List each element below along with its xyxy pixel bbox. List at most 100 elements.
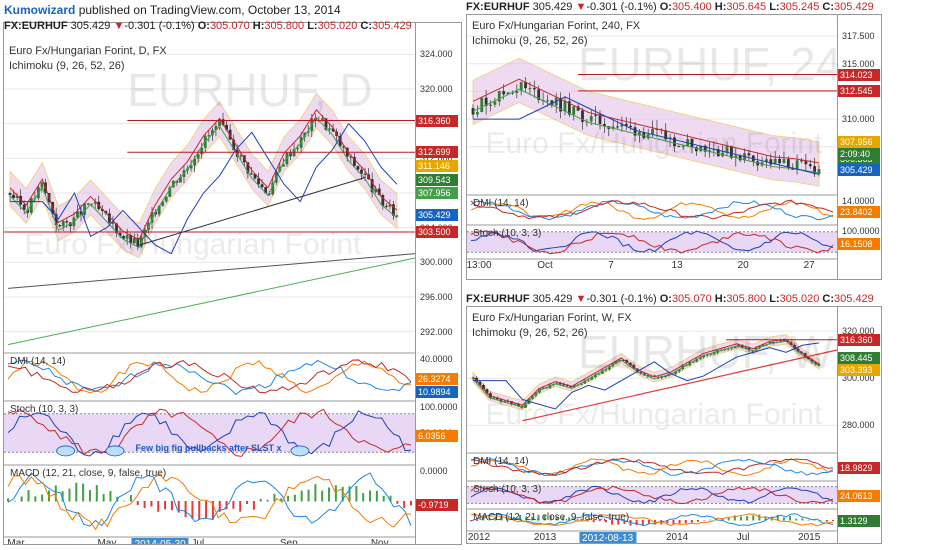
macd-histogram-bar [776, 514, 779, 521]
candle-body [22, 204, 26, 210]
chart-title: Euro Fx/Hungarian Forint, D, FX [9, 45, 167, 57]
macd-histogram-bar [752, 515, 755, 521]
price-tag: 307.956 [838, 135, 880, 148]
candle-body [8, 193, 12, 195]
candle-body [475, 377, 478, 382]
header-close: 305.429 [834, 1, 874, 13]
macd-histogram-bar [410, 501, 412, 506]
macd-histogram-bar [341, 486, 344, 502]
candle-body [638, 132, 641, 136]
candle-body [621, 359, 625, 361]
candle-body [694, 147, 698, 152]
candle-body [374, 188, 378, 193]
time-tick: 2014 [665, 532, 689, 543]
candle-body [86, 203, 90, 205]
macd-histogram-bar [143, 501, 146, 509]
candle-body [572, 106, 576, 115]
candle-body [492, 397, 496, 399]
price-tick: 280.000 [842, 420, 875, 431]
candle-body [484, 97, 488, 106]
candle-body [691, 361, 695, 363]
candle-body [257, 178, 260, 185]
candle-body [519, 82, 523, 91]
candle-body [567, 101, 571, 115]
study-label: Ichimoku (9, 26, 52, 26) [472, 35, 588, 47]
candle-body [482, 385, 485, 390]
candle-body [61, 221, 65, 227]
price-tag: 316.360 [838, 333, 880, 346]
chart-panel-daily[interactable]: EURHUF, D Euro Fx/Hungarian Forint Euro Fx… [3, 22, 462, 545]
candle-body [734, 155, 738, 158]
macd-histogram-bar [170, 501, 173, 511]
macd-histogram-bar [562, 517, 565, 521]
stoch-tag: 24.0613 [838, 490, 880, 503]
time-tick: 27 [803, 260, 815, 271]
macd-histogram-bar [246, 501, 249, 504]
price-tag: 312.699 [416, 146, 458, 159]
price-tag: 311.146 [416, 159, 458, 172]
macd-histogram-bar [488, 518, 491, 521]
quote-header: FX:EURHUF 305.429 ▼-0.301 (-0.1%) O:305.… [466, 1, 874, 13]
macd-histogram-bar [334, 485, 337, 502]
price-tag: 305.429 [416, 209, 458, 222]
candle-body [558, 383, 562, 385]
header-close: 305.429 [834, 293, 874, 305]
dmi-label: DMI (14, 14) [473, 456, 529, 467]
publisher-user[interactable]: Kumowizard [4, 3, 76, 17]
candle-body [193, 158, 197, 166]
time-tick: Jul [191, 538, 205, 545]
candle-body [296, 147, 299, 150]
candle-body [342, 146, 346, 148]
header-change: -0.301 (-0.1%) [124, 20, 198, 32]
candle-body [260, 184, 264, 188]
macd-histogram-bar [205, 501, 208, 519]
price-tick: 320.000 [842, 326, 875, 337]
time-cursor-label: 2012-08-13 [579, 532, 637, 543]
candle-body [642, 132, 646, 139]
chart-canvas[interactable] [467, 307, 882, 544]
macd-histogram-bar [647, 520, 650, 524]
macd-label: MACD (12, 21, close, 9, false, true) [473, 512, 630, 523]
trendline-red [522, 349, 838, 422]
price-tag: 303.500 [416, 226, 458, 238]
price-axis: 317.500315.000312.500310.000307.500314.0… [837, 15, 881, 279]
dmi-line [7, 359, 412, 396]
candle-body [559, 97, 562, 112]
macd-histogram-bar [280, 498, 283, 502]
header-open: 305.070 [671, 293, 715, 305]
candle-body [782, 340, 786, 342]
macd-histogram-bar [375, 490, 378, 502]
candle-body [600, 370, 604, 374]
macd-histogram-bar [672, 520, 675, 524]
price-tag: 2:09:40 [838, 148, 880, 161]
header-close: 305.429 [372, 20, 412, 32]
macd-histogram-bar [177, 501, 180, 513]
candle-body [392, 204, 395, 216]
chart-canvas[interactable] [467, 15, 882, 280]
label-open: O: [659, 293, 672, 305]
header-low: 305.020 [317, 20, 361, 32]
chart-canvas[interactable] [4, 23, 462, 545]
label-open: O: [197, 20, 210, 32]
macd-histogram-bar [746, 516, 749, 521]
macd-histogram-bar [476, 520, 479, 521]
candle-body [730, 146, 733, 158]
candle-body [264, 187, 268, 194]
candle-body [129, 234, 133, 244]
candle-body [108, 213, 111, 223]
down-arrow-icon: ▼ [575, 1, 587, 13]
candle-body [651, 128, 654, 135]
candle-body [76, 211, 79, 218]
candle-body [122, 236, 126, 239]
header-open: 305.400 [671, 1, 715, 13]
time-tick: 2015 [798, 532, 821, 543]
time-tick: 2012 [467, 532, 491, 543]
down-arrow-icon: ▼ [575, 293, 587, 305]
tenkan-line [472, 340, 820, 408]
dmi-line [470, 199, 834, 220]
chart-panel-weekly[interactable]: EURHUF, W Euro Fx/Hungarian Forint Euro Fx… [466, 306, 882, 544]
time-tick: 2013 [533, 532, 557, 543]
candle-body [602, 123, 606, 127]
candle-body [363, 173, 367, 175]
